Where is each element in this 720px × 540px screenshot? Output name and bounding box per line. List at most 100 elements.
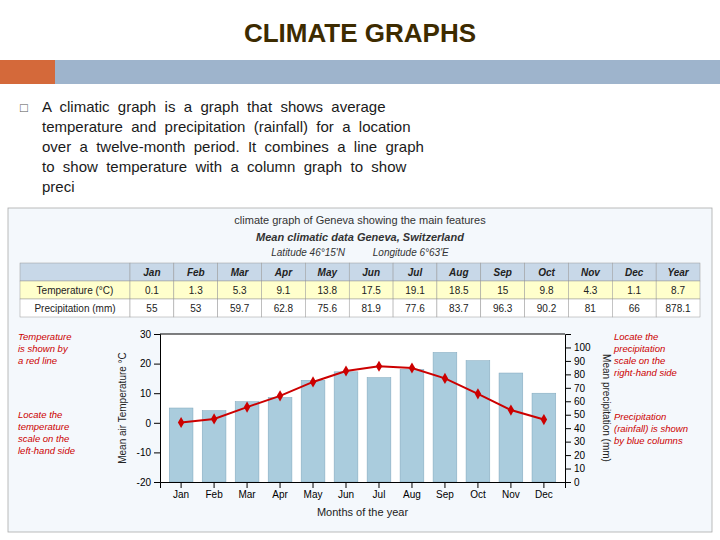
tick-label: 90 <box>574 356 586 367</box>
table-text: Oct <box>538 267 555 278</box>
tick-label: -20 <box>137 477 152 488</box>
tick: Feb <box>205 482 223 500</box>
tick-label: 10 <box>574 463 586 474</box>
marker <box>211 413 217 424</box>
marker <box>541 414 547 425</box>
table-text: 81.9 <box>361 303 381 314</box>
tick-mark <box>444 482 445 488</box>
tick-mark <box>543 482 544 488</box>
table-text: 90.2 <box>537 303 557 314</box>
tick-label: 50 <box>574 409 586 420</box>
y-axis-title: Mean air Temperature °C <box>117 352 128 464</box>
table-cell <box>393 299 437 317</box>
axis: 0102030405060708090100 <box>565 335 591 488</box>
table-cell <box>20 263 130 281</box>
table-text: Dec <box>625 267 644 278</box>
tick-label: Oct <box>470 489 486 500</box>
y2-axis-title: Mean precipitation (mm) <box>601 354 612 462</box>
marker <box>343 365 349 376</box>
axis-line <box>161 483 566 489</box>
tick: Jun <box>338 482 354 500</box>
tick: 50 <box>565 409 586 420</box>
table-text: 878.1 <box>666 303 691 314</box>
tick: 100 <box>565 342 591 353</box>
table-text: Year <box>667 267 689 278</box>
table-cell <box>481 263 525 281</box>
table-cell <box>305 263 349 281</box>
table-text: 53 <box>190 303 202 314</box>
tick-label: 80 <box>574 369 586 380</box>
table-cell <box>612 299 656 317</box>
chart-subtitle: Mean climatic data Geneva, Switzerland <box>256 231 464 243</box>
table-text: Jan <box>143 267 160 278</box>
table-cell <box>393 263 437 281</box>
annotation: Temperatureis shown bya red line <box>18 331 72 366</box>
annotation: Locate theprecipitationscale on theright… <box>613 331 677 378</box>
chart-box <box>8 208 712 532</box>
table-text: 55 <box>146 303 158 314</box>
tick-label: Nov <box>502 489 520 500</box>
tick-mark <box>154 452 160 453</box>
axis: JanFebMarAprMayJunJulAugSepOctNovDec <box>161 482 566 500</box>
header-bar <box>55 60 720 84</box>
intro-text: to show temperature with a column graph … <box>42 158 407 175</box>
bar <box>466 361 490 482</box>
table-text: 17.5 <box>361 285 381 296</box>
table-text: Temperature (°C) <box>37 285 114 296</box>
table-cell <box>525 299 569 317</box>
table-text: 77.6 <box>405 303 425 314</box>
table-cell <box>20 299 130 317</box>
intro-text: over a twelve-month period. It combines … <box>42 138 424 155</box>
tick-mark <box>154 364 160 365</box>
table-cell <box>568 263 612 281</box>
bar <box>334 372 358 482</box>
tick: Oct <box>470 482 486 500</box>
table-text: Mar <box>231 267 250 278</box>
table-text: 15 <box>497 285 509 296</box>
tick-label: Sep <box>436 489 454 500</box>
tick: Apr <box>272 482 288 500</box>
marker <box>442 373 448 384</box>
bar <box>169 408 193 482</box>
marker <box>376 361 382 372</box>
table-cell <box>130 281 174 299</box>
tick-mark <box>510 482 511 488</box>
tick-mark <box>565 442 571 443</box>
table-text: Apr <box>274 267 293 278</box>
intro-text: temperature and precipitation (rainfall)… <box>42 118 411 135</box>
tick-label: 40 <box>574 423 586 434</box>
tick: 60 <box>565 396 586 407</box>
table-cell <box>262 299 306 317</box>
tick-mark <box>565 347 571 348</box>
table-cell <box>437 281 481 299</box>
table-cell <box>393 281 437 299</box>
tick: May <box>304 482 323 500</box>
tick-mark <box>154 334 160 335</box>
tick-mark <box>346 482 347 488</box>
tick-mark <box>280 482 281 488</box>
table-text: 83.7 <box>449 303 469 314</box>
tick: Jan <box>173 482 189 500</box>
tick: 70 <box>565 383 586 394</box>
tick-label: Jun <box>338 489 354 500</box>
line <box>181 366 544 422</box>
tick: 80 <box>565 369 586 380</box>
table-cell <box>174 299 218 317</box>
marker <box>475 388 481 399</box>
tick: -20 <box>137 477 160 488</box>
tick-label: 30 <box>574 436 586 447</box>
table-text: 62.8 <box>274 303 294 314</box>
tick-label: Apr <box>272 489 288 500</box>
tick-label: 30 <box>140 329 152 340</box>
table-cell <box>612 281 656 299</box>
tick-mark <box>565 428 571 429</box>
x-axis-title: Months of the year <box>317 506 408 518</box>
bar <box>433 352 457 482</box>
table-cell <box>349 281 393 299</box>
plot-marks <box>169 352 556 482</box>
table-cell <box>656 299 700 317</box>
annotation: Locate thetemperaturescale on theleft-ha… <box>18 409 75 456</box>
tick-mark <box>313 482 314 488</box>
table-cell <box>262 263 306 281</box>
tick: -10 <box>137 447 160 458</box>
